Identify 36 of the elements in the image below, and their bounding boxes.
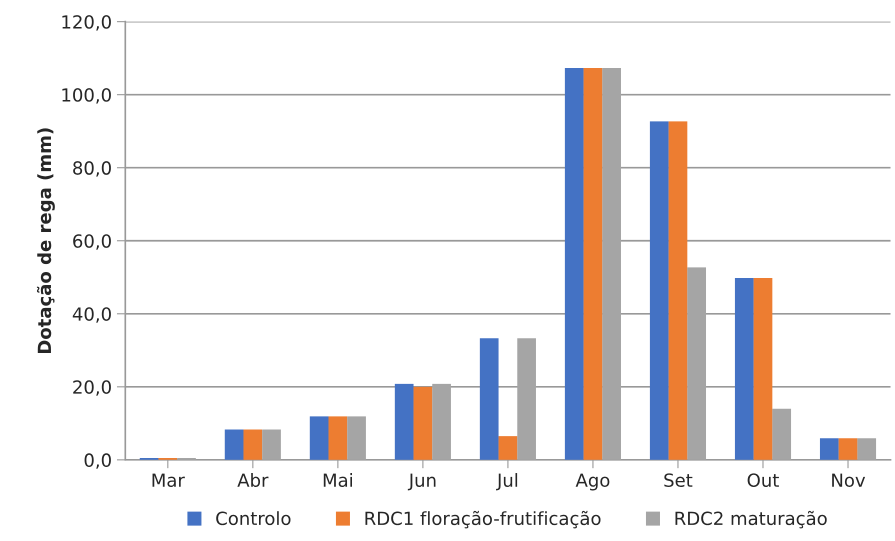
bar xyxy=(414,386,432,460)
bar xyxy=(584,68,602,460)
bar xyxy=(224,430,244,460)
legend-label: Controlo xyxy=(216,511,291,526)
x-tick-label: Nov xyxy=(832,474,866,488)
x-tick-label: Mai xyxy=(324,473,352,488)
y-tick-label: 100,0 xyxy=(62,88,111,104)
bar xyxy=(820,438,839,460)
y-tick-label: 120,0 xyxy=(62,15,111,31)
y-tick-label: 0,0 xyxy=(84,453,111,469)
bar xyxy=(480,338,499,460)
y-tick-label: 40,0 xyxy=(72,307,111,323)
y-tick-label: 80,0 xyxy=(73,161,111,177)
x-tick-label: Ago xyxy=(576,474,610,491)
bar xyxy=(668,121,688,460)
y-axis-title: Dotação de rega (mm) xyxy=(36,128,55,354)
y-tick-label: 20,0 xyxy=(73,380,111,396)
bar xyxy=(498,436,518,460)
bar xyxy=(243,430,262,460)
x-tick-label: Out xyxy=(748,473,779,488)
bar xyxy=(328,416,348,460)
bar xyxy=(754,278,772,460)
legend-label: RDC2 maturação xyxy=(676,510,827,528)
x-tick-label: Mar xyxy=(152,474,185,488)
bar xyxy=(838,438,858,460)
bar xyxy=(650,121,669,460)
x-tick-label: Abr xyxy=(237,473,268,488)
legend-label: RDC1 floração-frutificação xyxy=(365,510,601,528)
bar xyxy=(734,278,754,460)
y-tick-label: 60,0 xyxy=(73,234,111,250)
bar xyxy=(310,416,329,460)
x-tick-label: Set xyxy=(664,473,692,488)
bar xyxy=(394,384,414,460)
bar xyxy=(564,68,584,460)
x-tick-label: Jul xyxy=(496,473,518,490)
x-tick-label: Jun xyxy=(408,474,436,490)
